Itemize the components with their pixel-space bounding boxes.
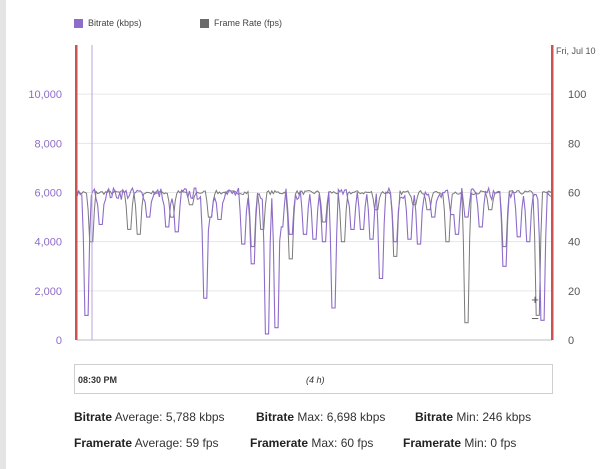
right-axis-tick-label: 60 [568, 188, 580, 200]
zoom-in-button[interactable]: + [531, 292, 539, 307]
legend-item-bitrate[interactable]: Bitrate (kbps) [74, 18, 142, 28]
bitrate-max: Bitrate Max: 6,698 kbps [256, 410, 386, 424]
timeline-start-label: 08:30 PM [78, 375, 118, 385]
bitrate-swatch [74, 18, 83, 28]
right-marker-date-label: Fri, Jul 10 [556, 46, 596, 56]
left-range-marker [75, 45, 78, 340]
legend-item-framerate[interactable]: Frame Rate (fps) [200, 18, 282, 28]
right-range-marker [551, 45, 554, 340]
left-axis-tick-label: 4,000 [34, 237, 62, 249]
right-axis-tick-label: 20 [568, 286, 580, 298]
bitrate-stats-row: Bitrate Average: 5,788 kbps Bitrate Max:… [74, 410, 604, 436]
stats-panel: Bitrate Average: 5,788 kbps Bitrate Max:… [74, 410, 604, 462]
left-axis-tick-label: 0 [56, 335, 62, 347]
right-axis-tick-label: 100 [568, 89, 586, 101]
left-axis-tick-label: 2,000 [34, 286, 62, 298]
framerate-average: Framerate Average: 59 fps [74, 436, 219, 450]
left-axis-tick-label: 8,000 [34, 138, 62, 150]
framerate-max: Framerate Max: 60 fps [250, 436, 374, 450]
bitrate-average: Bitrate Average: 5,788 kbps [74, 410, 225, 424]
framerate-series-line [76, 189, 553, 324]
timeline-range-label: (4 h) [306, 375, 325, 385]
right-axis-tick-label: 40 [568, 237, 580, 249]
left-axis-tick-label: 6,000 [34, 188, 62, 200]
legend-bitrate-label: Bitrate (kbps) [88, 18, 142, 28]
left-axis-tick-label: 10,000 [28, 89, 62, 101]
framerate-stats-row: Framerate Average: 59 fps Framerate Max:… [74, 436, 604, 462]
legend-framerate-label: Frame Rate (fps) [214, 18, 283, 28]
zoom-out-button[interactable]: − [531, 311, 539, 326]
framerate-swatch [200, 18, 209, 28]
left-border [0, 0, 6, 469]
right-axis-tick-label: 80 [568, 138, 580, 150]
chart: 0 2,000 4,000 6,000 8,000 10,000 0 20 40 60 80 100 F… [28, 45, 596, 347]
bitrate-min: Bitrate Min: 246 kbps [415, 410, 532, 424]
framerate-min: Framerate Min: 0 fps [403, 436, 517, 450]
bitrate-series-line [76, 186, 553, 335]
right-axis-tick-label: 0 [568, 335, 574, 347]
timeline-navigator[interactable]: 08:30 PM (4 h) [74, 364, 553, 394]
